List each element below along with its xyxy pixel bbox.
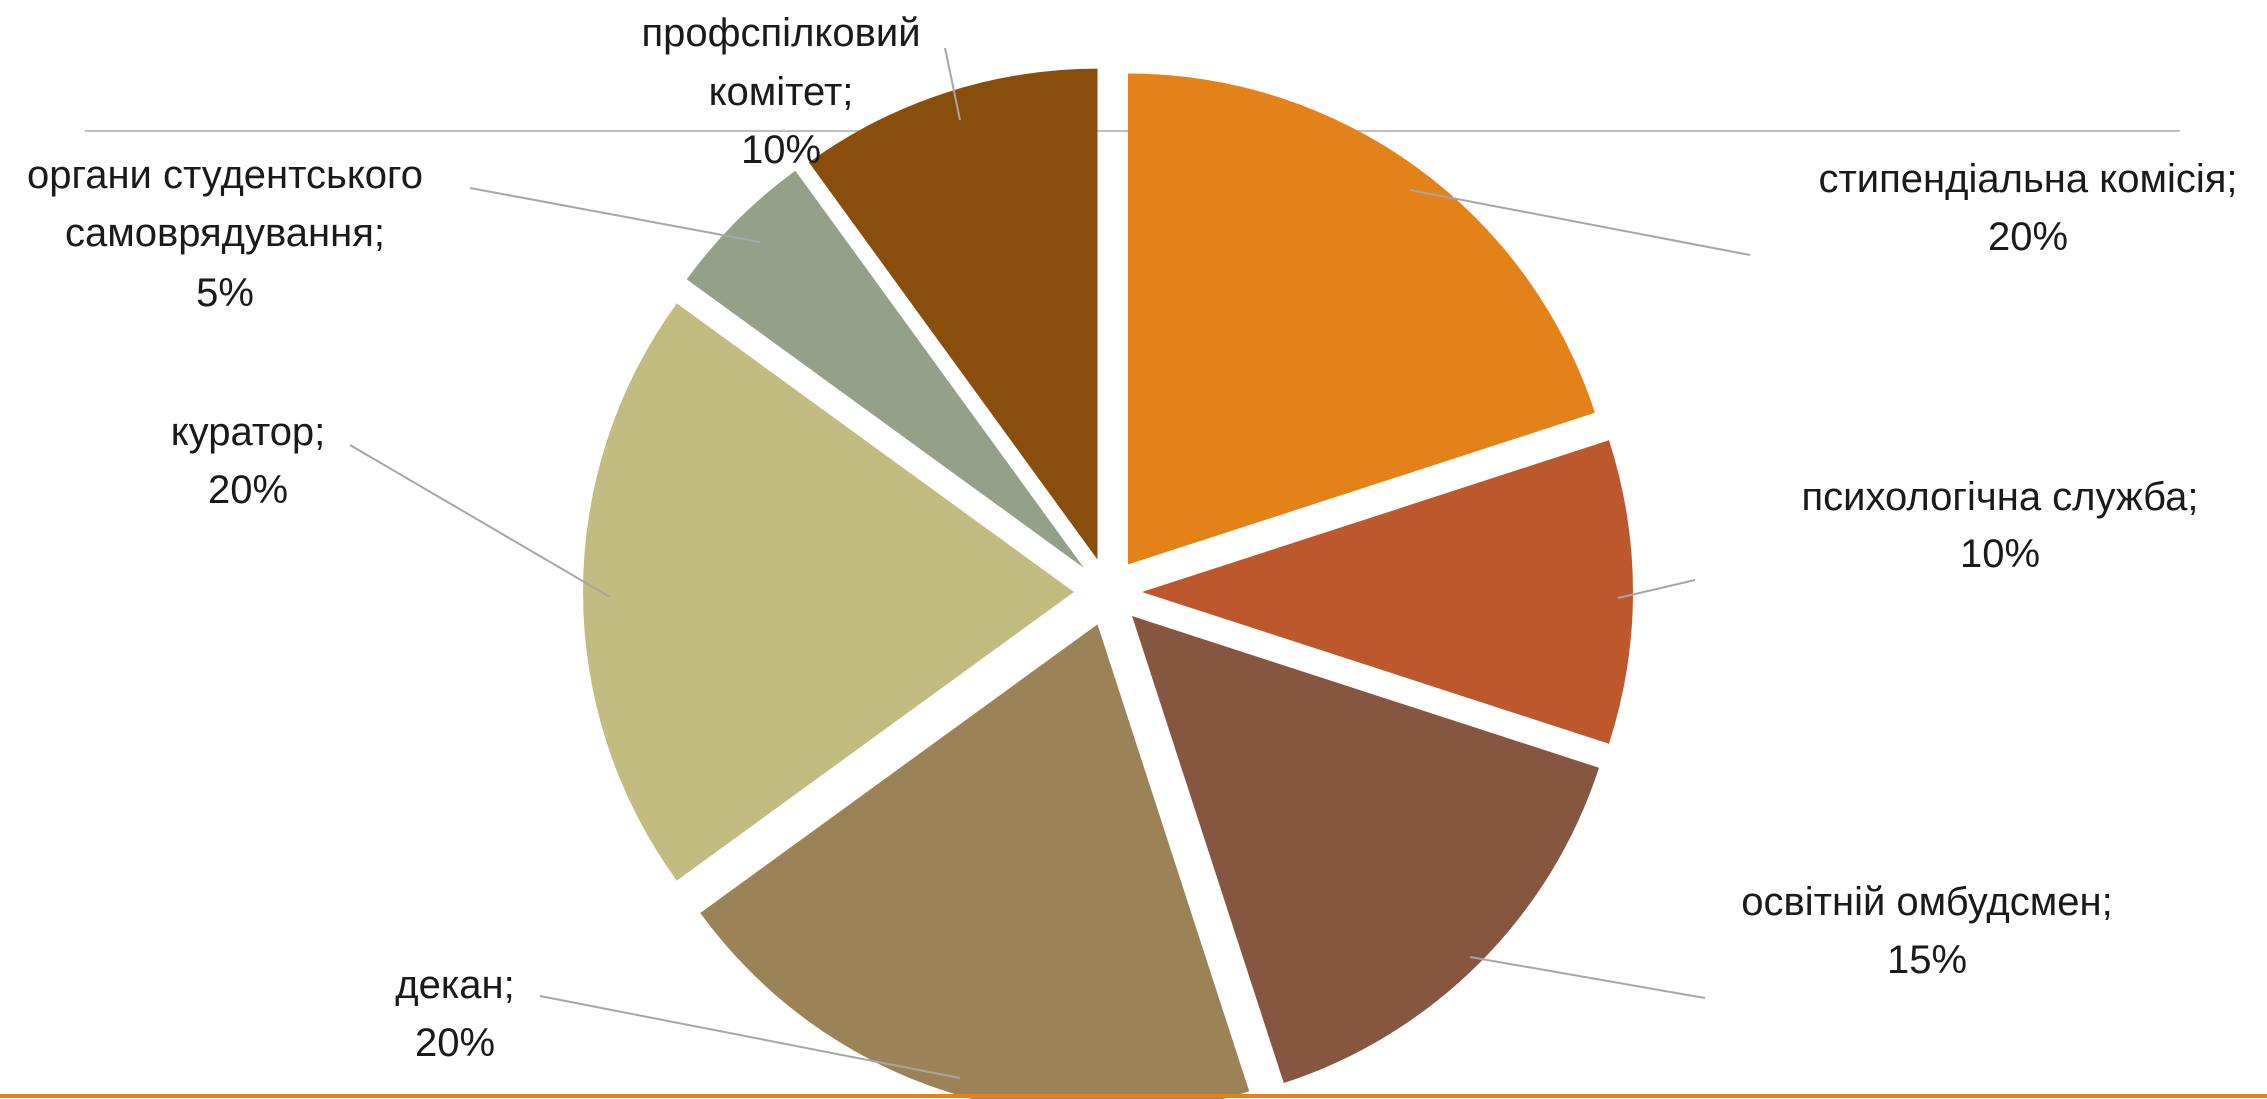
leader-line-7 <box>944 47 961 121</box>
slice-percent-label-5: 20% <box>208 468 288 512</box>
pie-slice-2 <box>1142 440 1633 744</box>
leader-line-6 <box>469 187 761 243</box>
leader-line-2 <box>1617 579 1696 599</box>
leader-line-4 <box>539 995 961 1079</box>
leader-line-5 <box>349 444 611 598</box>
slice-category-label-6: органи студентського <box>27 153 423 197</box>
slice-category-label-7: профспілковий <box>641 11 920 55</box>
leaders-layer <box>349 47 1751 1079</box>
leader-line-3 <box>1469 956 1706 999</box>
slice-category-label-3: освітній омбудсмен; <box>1741 880 2112 924</box>
pie-slice-6 <box>686 170 1084 568</box>
slice-category-label-7: комітет; <box>709 70 854 114</box>
slice-category-label-6: самоврядування; <box>65 211 385 255</box>
slice-percent-label-2: 10% <box>1960 532 2040 576</box>
slice-percent-label-3: 15% <box>1887 938 1967 982</box>
slice-category-label-1: стипендіальна комісія; <box>1818 157 2237 201</box>
pie-slice-3 <box>1132 616 1600 1084</box>
slice-percent-label-4: 20% <box>415 1021 495 1065</box>
pie-slice-4 <box>700 624 1250 1099</box>
slice-category-label-5: куратор; <box>171 410 326 454</box>
leader-line-1 <box>1409 189 1751 256</box>
slice-category-label-2: психологічна служба; <box>1801 475 2198 519</box>
slice-percent-label-6: 5% <box>196 271 254 315</box>
slice-percent-label-1: 20% <box>1988 215 2068 259</box>
slices-layer <box>583 68 1633 1099</box>
pie-slice-5 <box>583 303 1074 881</box>
pie-slice-1 <box>1127 73 1595 565</box>
slice-percent-label-7: 10% <box>741 128 821 172</box>
labels-layer: стипендіальна комісія; 20% психологічна сл… <box>27 11 2238 1065</box>
pie-slice-7 <box>808 68 1098 560</box>
slice-category-label-4: декан; <box>395 963 514 1007</box>
